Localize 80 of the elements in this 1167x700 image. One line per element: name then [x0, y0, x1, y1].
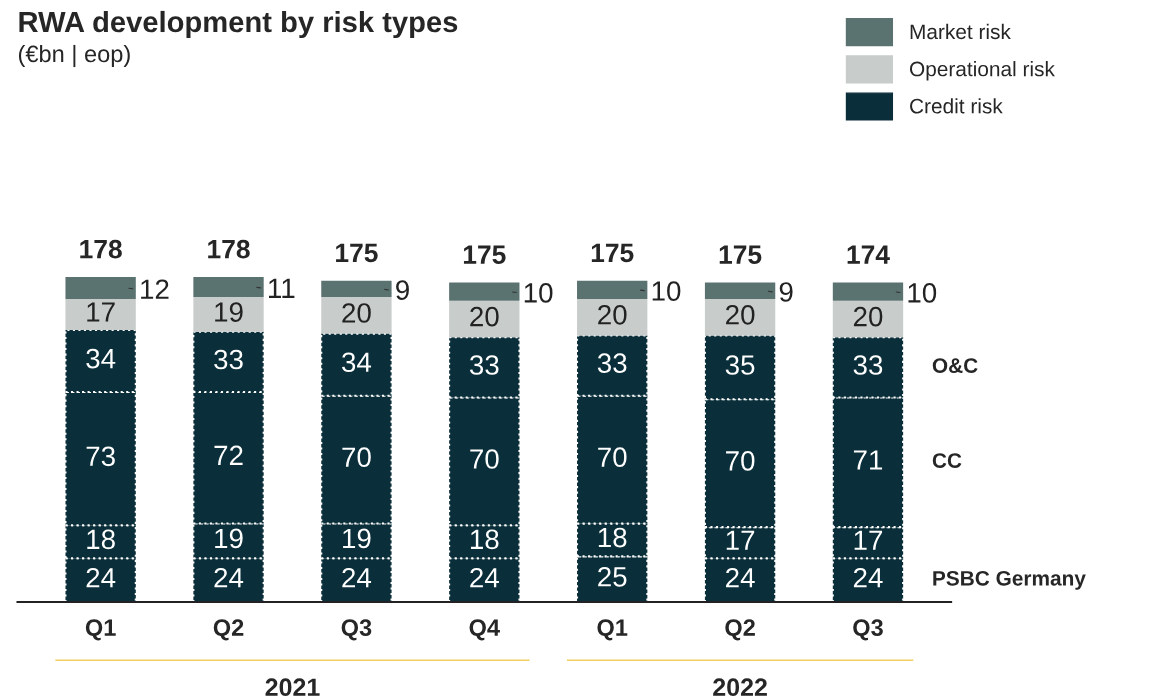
- data-label: 17: [87, 302, 115, 322]
- series-label: PSBC Germany: [933, 570, 1086, 590]
- data-label: 72: [214, 445, 243, 465]
- x-tick-label: Q3: [341, 619, 372, 641]
- data-label: 71: [853, 450, 883, 470]
- bar: [193, 277, 264, 298]
- bar: [832, 282, 904, 301]
- total-label: 175: [336, 243, 378, 263]
- data-label: 24: [86, 567, 116, 588]
- x-tick-label: Q4: [469, 619, 500, 641]
- data-label: 34: [342, 352, 372, 373]
- data-label: 18: [87, 529, 115, 550]
- bar: [65, 298, 136, 330]
- text: 2022: [713, 678, 767, 697]
- data-label: 20: [853, 306, 883, 327]
- x-tick-label: Q1: [597, 619, 628, 641]
- data-label: 70: [342, 447, 371, 468]
- data-label: 10: [908, 283, 937, 303]
- total-label: 178: [208, 239, 250, 259]
- chart-title: RWA development by risk types: [19, 10, 458, 39]
- data-label: 18: [598, 527, 627, 548]
- data-label: 10: [652, 281, 681, 301]
- bar: [577, 298, 648, 336]
- text: 2021: [265, 678, 320, 697]
- chart-subtitle: (€bn | eop): [18, 44, 130, 68]
- bar: [65, 277, 136, 299]
- data-label: 24: [853, 567, 883, 588]
- data-label: 70: [470, 449, 499, 469]
- data-label: 11: [269, 278, 295, 298]
- data-label: 18: [470, 529, 499, 550]
- data-label: 25: [598, 566, 627, 587]
- bar: [704, 298, 776, 336]
- data-label: 20: [598, 304, 627, 325]
- series-label: O&C: [932, 358, 978, 373]
- data-label: 35: [725, 355, 755, 375]
- bar: [321, 297, 392, 334]
- legend-label: Market risk: [910, 23, 1011, 40]
- total-label: 175: [719, 245, 762, 264]
- bar: [321, 280, 392, 298]
- data-label: 70: [598, 447, 627, 468]
- total-label: 175: [463, 245, 506, 264]
- data-label: 24: [342, 567, 372, 588]
- x-tick-label: Q3: [853, 619, 883, 641]
- data-label: 24: [470, 567, 499, 588]
- series-label: CC: [932, 453, 962, 468]
- legend-label: Operational risk: [909, 61, 1055, 81]
- data-label: 33: [597, 353, 627, 374]
- data-label: 10: [524, 283, 553, 303]
- data-label: 9: [779, 282, 793, 302]
- data-label: 19: [343, 528, 371, 549]
- total-label: 178: [80, 239, 122, 259]
- data-label: 9: [396, 280, 409, 300]
- bar: [193, 297, 264, 332]
- x-tick-label: Q1: [85, 619, 116, 641]
- data-label: 17: [726, 530, 755, 550]
- data-label: 20: [726, 304, 755, 325]
- text: Credit risk: [910, 98, 1003, 114]
- total-label: 174: [847, 245, 890, 264]
- data-label: 33: [469, 355, 499, 375]
- data-label: 33: [853, 355, 883, 375]
- bar: [449, 282, 520, 301]
- data-label: 73: [86, 446, 115, 467]
- data-label: 24: [726, 567, 755, 588]
- data-label: 19: [215, 302, 243, 322]
- data-label: 24: [214, 567, 244, 588]
- data-label: 34: [86, 348, 116, 369]
- data-label: 19: [215, 528, 243, 549]
- total-label: 175: [591, 243, 634, 263]
- bar: [577, 280, 648, 299]
- bar: [704, 282, 776, 299]
- bar: [832, 300, 904, 338]
- data-label: 17: [854, 530, 883, 550]
- x-tick-label: Q2: [213, 619, 244, 641]
- bar: [449, 300, 520, 338]
- data-label: 20: [470, 306, 499, 327]
- x-tick-label: Q2: [725, 619, 755, 641]
- data-label: 33: [214, 349, 243, 370]
- data-label: 20: [342, 303, 371, 323]
- data-label: 70: [726, 451, 755, 471]
- data-label: 12: [141, 279, 169, 299]
